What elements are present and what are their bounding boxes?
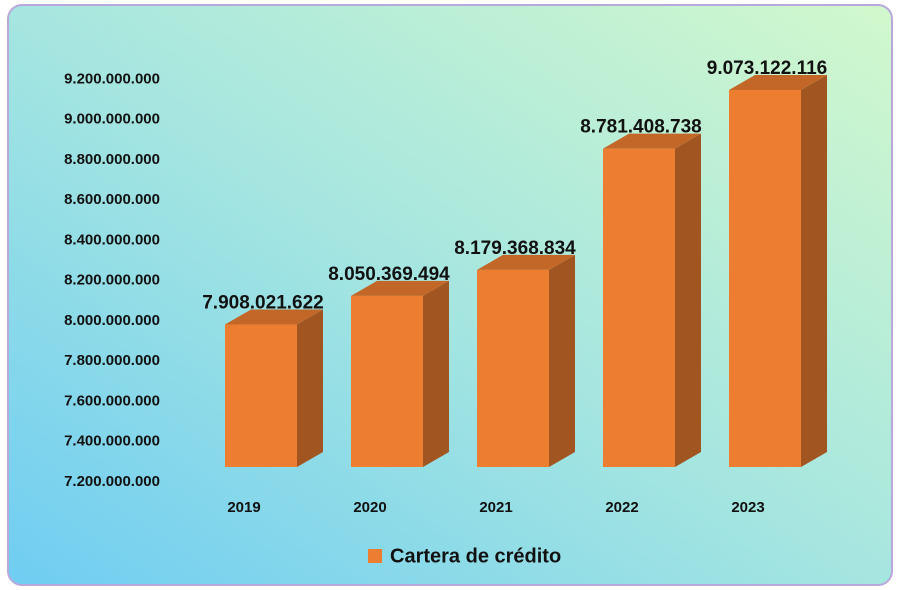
y-tick-label: 7.800.000.000: [64, 352, 160, 369]
bar-side: [549, 254, 575, 467]
bar-side: [801, 74, 827, 467]
y-tick-label: 8.600.000.000: [64, 191, 160, 208]
bar-top: [225, 309, 323, 325]
x-tick-label: 2022: [605, 499, 638, 516]
y-tick-label: 7.400.000.000: [64, 433, 160, 450]
y-tick-label: 8.400.000.000: [64, 231, 160, 248]
x-tick-label: 2019: [227, 499, 260, 516]
y-tick-label: 9.000.000.000: [64, 111, 160, 128]
bar-top: [351, 280, 449, 296]
value-label: 8.050.369.494: [328, 264, 450, 285]
y-tick-label: 8.000.000.000: [64, 312, 160, 329]
y-tick-label: 8.800.000.000: [64, 151, 160, 168]
x-tick-label: 2020: [353, 499, 386, 516]
bar: [477, 269, 549, 467]
bar-top: [603, 133, 701, 149]
legend-swatch: [368, 549, 382, 563]
y-tick-label: 7.200.000.000: [64, 473, 160, 490]
y-tick-label: 7.600.000.000: [64, 392, 160, 409]
bar: [603, 148, 675, 467]
value-label: 8.781.408.738: [580, 117, 702, 138]
value-label: 9.073.122.116: [707, 58, 827, 79]
bar-side: [423, 280, 449, 467]
legend-label: Cartera de crédito: [390, 545, 561, 567]
x-tick-label: 2023: [731, 499, 764, 516]
y-tick-label: 9.200.000.000: [64, 70, 160, 87]
bar: [729, 89, 801, 467]
bar-top: [729, 74, 827, 90]
bar: [351, 295, 423, 467]
bar: [225, 324, 297, 467]
value-label: 7.908.021.622: [202, 292, 324, 313]
x-tick-label: 2021: [479, 499, 512, 516]
bar-top: [477, 254, 575, 270]
bar-side: [297, 309, 323, 467]
bar-side: [675, 133, 701, 467]
y-tick-label: 8.200.000.000: [64, 272, 160, 289]
value-label: 8.179.368.834: [454, 238, 576, 259]
